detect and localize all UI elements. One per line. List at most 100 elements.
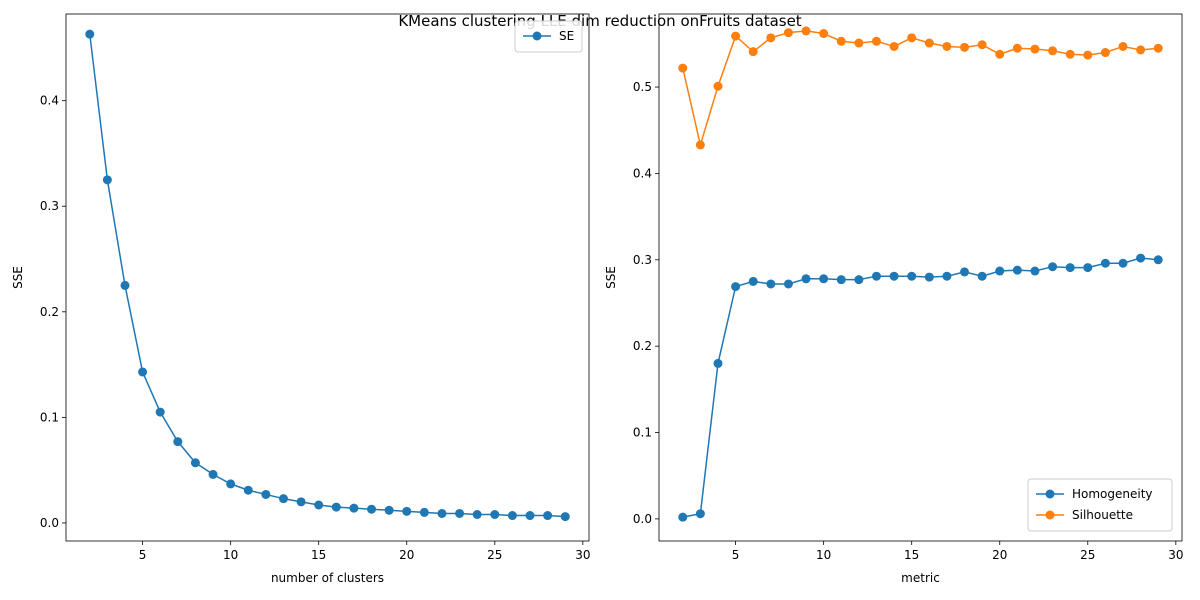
data-point [1118,258,1128,268]
data-point [1153,255,1163,265]
y-tick-label: 0.1 [40,410,59,424]
data-point [854,275,864,285]
data-point [1065,263,1075,273]
x-tick-label: 20 [399,548,414,562]
data-point [560,512,570,522]
data-point [678,63,688,73]
data-point [907,271,917,281]
data-point [173,437,183,447]
legend-label: SE [559,29,574,43]
y-axis-label: SSE [11,266,25,289]
data-point [748,276,758,286]
data-point [942,41,952,51]
data-point [695,509,705,519]
data-point [331,502,341,512]
data-point [349,503,359,513]
y-tick-label: 0.0 [40,516,59,530]
data-point [783,28,793,38]
data-point [102,175,112,185]
data-point [1065,49,1075,59]
x-tick-label: 15 [311,548,326,562]
data-point [819,274,829,284]
data-point [783,279,793,289]
data-point [1030,44,1040,54]
data-point [1083,50,1093,60]
data-point [1048,262,1058,272]
legend-marker [1045,489,1055,499]
data-point [977,271,987,281]
data-point [1153,43,1163,53]
data-point [942,271,952,281]
y-axis-label: SSE [604,266,618,289]
data-point [455,508,465,518]
plot-frame [658,13,1183,542]
x-tick-label: 20 [992,548,1007,562]
x-tick-label: 5 [139,548,147,562]
data-point [801,26,811,36]
data-point [1136,253,1146,263]
data-point [155,407,165,417]
y-tick-label: 0.4 [633,166,652,180]
x-axis-label: metric [901,571,940,585]
data-point [889,271,899,281]
data-point [854,38,864,48]
data-point [924,38,934,48]
data-point [1030,266,1040,276]
data-point [1012,265,1022,275]
data-point [1083,263,1093,273]
data-point [243,485,253,495]
x-tick-label: 25 [1080,548,1095,562]
legend-label: Homogeneity [1072,487,1153,501]
plot-frame [65,13,590,542]
series-line-homogeneity [682,257,1159,518]
y-tick-label: 0.3 [633,253,652,267]
data-point [1048,46,1058,56]
data-point [960,42,970,52]
data-point [296,497,306,507]
x-tick-label: 25 [487,548,502,562]
x-axis-label: number of clusters [271,571,384,585]
x-tick-label: 10 [223,548,238,562]
data-point [995,49,1005,59]
y-tick-label: 0.5 [633,80,652,94]
data-point [472,510,482,520]
data-point [402,506,412,516]
data-point [907,33,917,43]
data-point [766,33,776,43]
y-tick-label: 0.2 [633,339,652,353]
data-point [871,271,881,281]
data-point [960,267,970,277]
x-tick-label: 5 [732,548,740,562]
data-point [314,500,324,510]
sse-chart: 5 10 15 20 25 30 0.0 0.1 0.2 0.3 0.4 number of clus… [11,13,590,585]
data-point [1012,43,1022,53]
figure-suptitle: KMeans clustering LLE dim reduction onFr… [398,12,801,30]
data-point [713,81,723,91]
x-tick-label: 15 [904,548,919,562]
x-tick-label: 30 [1168,548,1183,562]
data-point [731,282,741,292]
legend-marker [1045,510,1055,520]
data-point [437,508,447,518]
data-point [977,40,987,50]
data-point [138,367,148,377]
data-point [1118,41,1128,51]
data-point [695,140,705,150]
metric-chart: 5 10 15 20 25 30 0.0 0.1 0.2 0.3 0.4 0.5 metric SSE Ho… [604,13,1183,585]
x-tick-label: 30 [575,548,590,562]
data-point [801,274,811,284]
data-point [1100,48,1110,58]
legend-marker [532,31,542,41]
data-point [208,469,218,479]
y-tick-label: 0.0 [633,512,652,526]
x-tick-label: 10 [816,548,831,562]
data-point [819,29,829,39]
data-point [525,511,535,521]
series-line-se [89,34,566,518]
data-point [713,358,723,368]
data-point [367,504,377,514]
data-point [766,279,776,289]
data-point [836,36,846,46]
data-point [995,266,1005,276]
data-point [419,507,429,517]
